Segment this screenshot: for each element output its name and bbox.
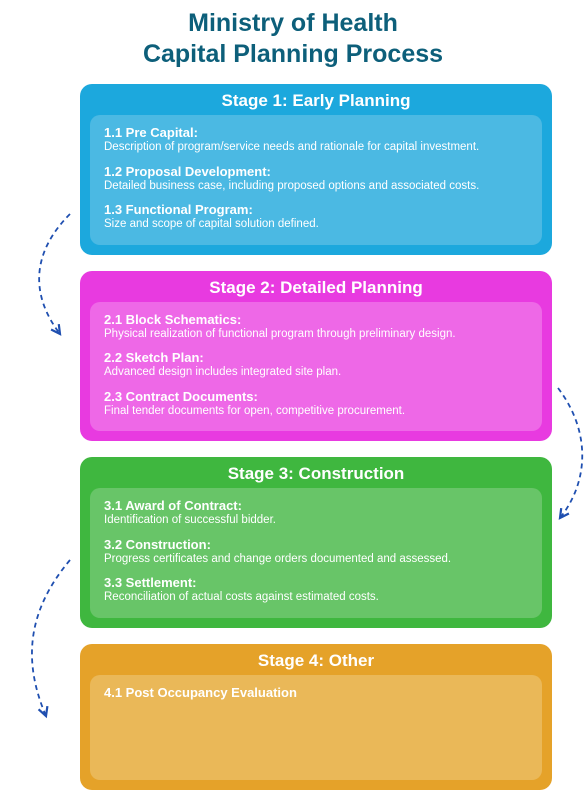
arrowhead-icon bbox=[51, 324, 60, 334]
stage-item: 4.1 Post Occupancy Evaluation bbox=[104, 685, 528, 700]
stage-item: 1.3 Functional Program:Size and scope of… bbox=[104, 202, 528, 233]
item-title: 3.2 Construction: bbox=[104, 537, 528, 552]
stage-body: 1.1 Pre Capital:Description of program/s… bbox=[90, 115, 542, 245]
item-description: Identification of successful bidder. bbox=[104, 513, 528, 529]
flow-arrow-path bbox=[39, 214, 70, 334]
item-description: Physical realization of functional progr… bbox=[104, 327, 528, 343]
title-line-1: Ministry of Health bbox=[0, 8, 586, 39]
item-title: 2.1 Block Schematics: bbox=[104, 312, 528, 327]
title-line-2: Capital Planning Process bbox=[0, 39, 586, 70]
stage-body: 2.1 Block Schematics:Physical realizatio… bbox=[90, 302, 542, 432]
item-title: 2.2 Sketch Plan: bbox=[104, 350, 528, 365]
item-title: 1.3 Functional Program: bbox=[104, 202, 528, 217]
item-description: Final tender documents for open, competi… bbox=[104, 404, 528, 420]
stage-item: 1.2 Proposal Development:Detailed busine… bbox=[104, 164, 528, 195]
item-title: 3.3 Settlement: bbox=[104, 575, 528, 590]
flow-arrow-path bbox=[558, 388, 582, 518]
item-title: 4.1 Post Occupancy Evaluation bbox=[104, 685, 528, 700]
stage-item: 3.2 Construction:Progress certificates a… bbox=[104, 537, 528, 568]
item-description: Progress certificates and change orders … bbox=[104, 552, 528, 568]
stage-header: Stage 1: Early Planning bbox=[80, 84, 552, 115]
item-title: 3.1 Award of Contract: bbox=[104, 498, 528, 513]
stages-container: Stage 1: Early Planning1.1 Pre Capital:D… bbox=[80, 84, 552, 806]
arrowhead-icon bbox=[560, 508, 569, 518]
page-title: Ministry of Health Capital Planning Proc… bbox=[0, 0, 586, 71]
item-description: Detailed business case, including propos… bbox=[104, 179, 528, 195]
item-description: Description of program/service needs and… bbox=[104, 140, 528, 156]
stage-header: Stage 2: Detailed Planning bbox=[80, 271, 552, 302]
item-title: 1.2 Proposal Development: bbox=[104, 164, 528, 179]
stage-body: 3.1 Award of Contract:Identification of … bbox=[90, 488, 542, 618]
item-description: Size and scope of capital solution defin… bbox=[104, 217, 528, 233]
stage-header: Stage 3: Construction bbox=[80, 457, 552, 488]
stage-card: Stage 1: Early Planning1.1 Pre Capital:D… bbox=[80, 84, 552, 255]
stage-header: Stage 4: Other bbox=[80, 644, 552, 675]
item-title: 2.3 Contract Documents: bbox=[104, 389, 528, 404]
stage-item: 1.1 Pre Capital:Description of program/s… bbox=[104, 125, 528, 156]
item-description: Reconciliation of actual costs against e… bbox=[104, 590, 528, 606]
stage-body: 4.1 Post Occupancy Evaluation bbox=[90, 675, 542, 780]
flow-arrow-path bbox=[32, 560, 70, 716]
stage-card: Stage 2: Detailed Planning 2.1 Block Sche… bbox=[80, 271, 552, 442]
stage-item: 2.1 Block Schematics:Physical realizatio… bbox=[104, 312, 528, 343]
stage-card: Stage 3: Construction 3.1 Award of Contra… bbox=[80, 457, 552, 628]
arrowhead-icon bbox=[39, 706, 48, 716]
stage-item: 2.2 Sketch Plan:Advanced design includes… bbox=[104, 350, 528, 381]
stage-item: 3.1 Award of Contract:Identification of … bbox=[104, 498, 528, 529]
stage-item: 2.3 Contract Documents:Final tender docu… bbox=[104, 389, 528, 420]
item-description: Advanced design includes integrated site… bbox=[104, 365, 528, 381]
item-title: 1.1 Pre Capital: bbox=[104, 125, 528, 140]
stage-item: 3.3 Settlement:Reconciliation of actual … bbox=[104, 575, 528, 606]
